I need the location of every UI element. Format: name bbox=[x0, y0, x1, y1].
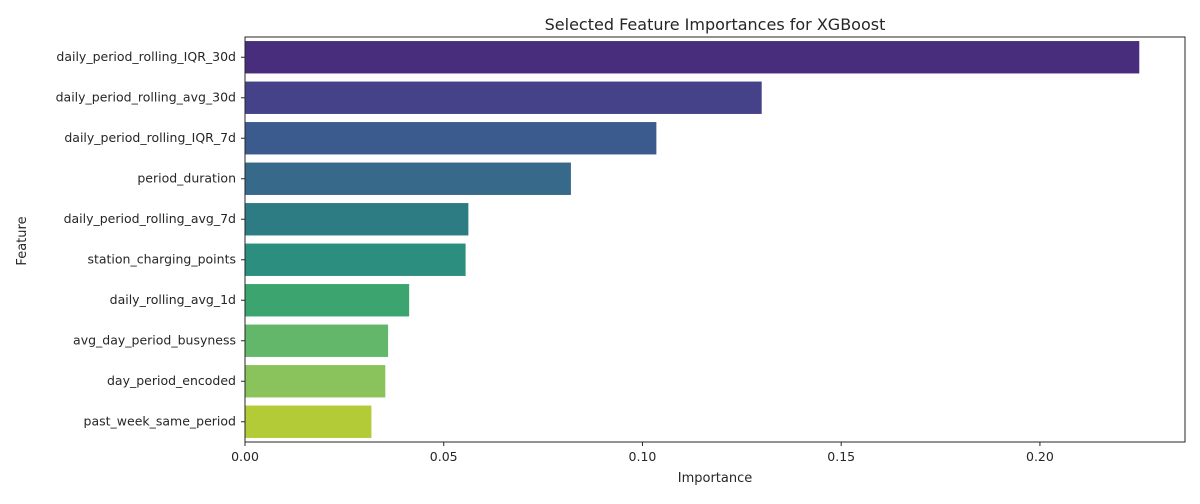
x-axis-ticks: 0.00 0.05 0.10 0.15 0.20 bbox=[231, 442, 1054, 464]
x-tick-label: 0.20 bbox=[1026, 449, 1054, 464]
y-tick-label: past_week_same_period bbox=[84, 413, 236, 428]
y-tick-label: daily_period_rolling_avg_30d bbox=[56, 89, 236, 104]
y-tick-label: daily_rolling_avg_1d bbox=[110, 292, 236, 307]
x-tick-label: 0.15 bbox=[827, 449, 855, 464]
bar-station_charging_points bbox=[245, 243, 466, 276]
y-tick-label: station_charging_points bbox=[87, 251, 236, 266]
bar-avg_day_period_busyness bbox=[245, 324, 389, 357]
y-tick-label: avg_day_period_busyness bbox=[73, 332, 236, 347]
bars-layer bbox=[245, 41, 1140, 438]
y-tick-label: daily_period_rolling_IQR_7d bbox=[64, 130, 236, 145]
x-tick-label: 0.10 bbox=[629, 449, 657, 464]
bar-day_period_encoded bbox=[245, 365, 386, 398]
x-tick-label: 0.00 bbox=[231, 449, 259, 464]
y-axis-label: Feature bbox=[15, 216, 30, 265]
bar-past_week_same_period bbox=[245, 405, 372, 438]
bar-daily_period_rolling_IQR_7d bbox=[245, 122, 657, 155]
bar-daily_period_rolling_IQR_30d bbox=[245, 41, 1140, 74]
bar-period_duration bbox=[245, 162, 571, 195]
y-tick-label: day_period_encoded bbox=[107, 373, 236, 388]
bar-daily_period_rolling_avg_30d bbox=[245, 81, 762, 114]
plot-frame bbox=[244, 36, 1186, 443]
y-tick-label: period_duration bbox=[137, 170, 236, 185]
x-tick-label: 0.05 bbox=[430, 449, 458, 464]
y-axis-ticks: daily_period_rolling_IQR_30d daily_period… bbox=[56, 49, 245, 428]
bar-daily_rolling_avg_1d bbox=[245, 284, 410, 317]
chart-title: Selected Feature Importances for XGBoost bbox=[545, 15, 886, 34]
y-tick-label: daily_period_rolling_IQR_30d bbox=[56, 49, 236, 64]
bar-daily_period_rolling_avg_7d bbox=[245, 203, 469, 236]
x-axis-label: Importance bbox=[678, 471, 753, 486]
y-tick-label: daily_period_rolling_avg_7d bbox=[64, 211, 236, 226]
